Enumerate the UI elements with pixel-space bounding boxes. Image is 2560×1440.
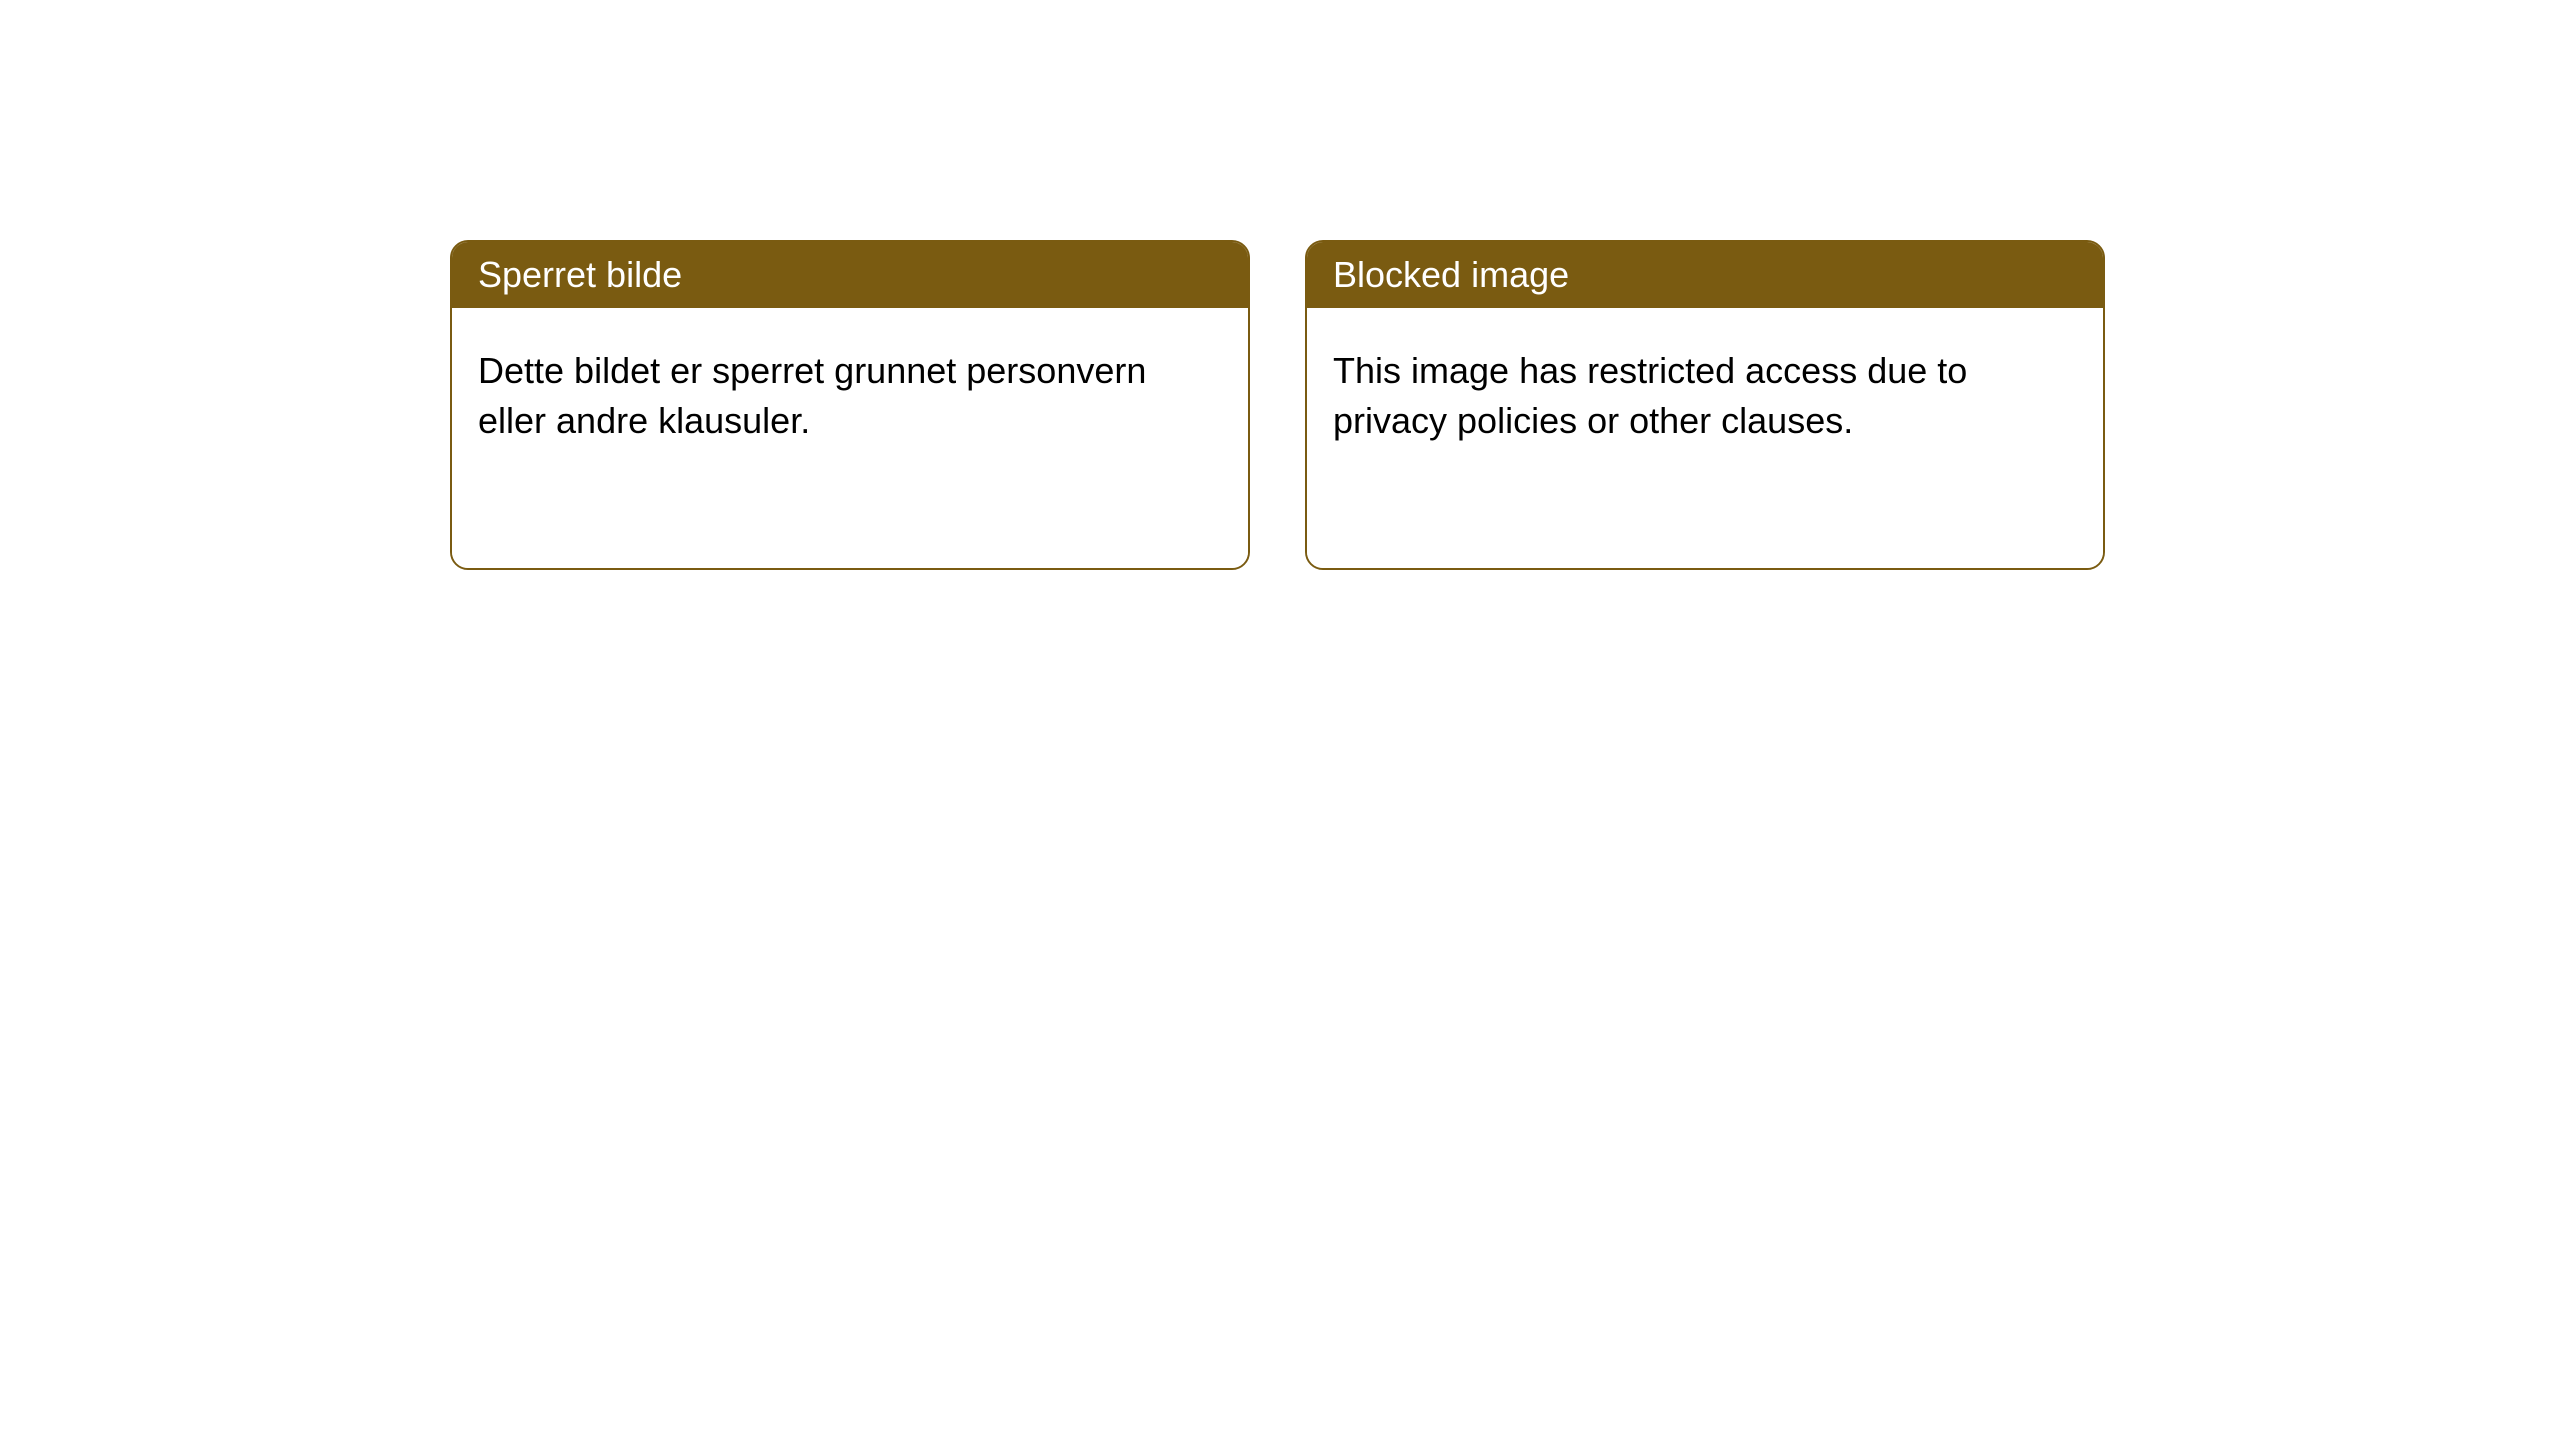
notice-body-norwegian: Dette bildet er sperret grunnet personve… (452, 308, 1248, 568)
notice-container: Sperret bilde Dette bildet er sperret gr… (450, 240, 2560, 570)
notice-header-english: Blocked image (1307, 242, 2103, 308)
notice-header-norwegian: Sperret bilde (452, 242, 1248, 308)
notice-body-english: This image has restricted access due to … (1307, 308, 2103, 568)
notice-card-norwegian: Sperret bilde Dette bildet er sperret gr… (450, 240, 1250, 570)
notice-card-english: Blocked image This image has restricted … (1305, 240, 2105, 570)
